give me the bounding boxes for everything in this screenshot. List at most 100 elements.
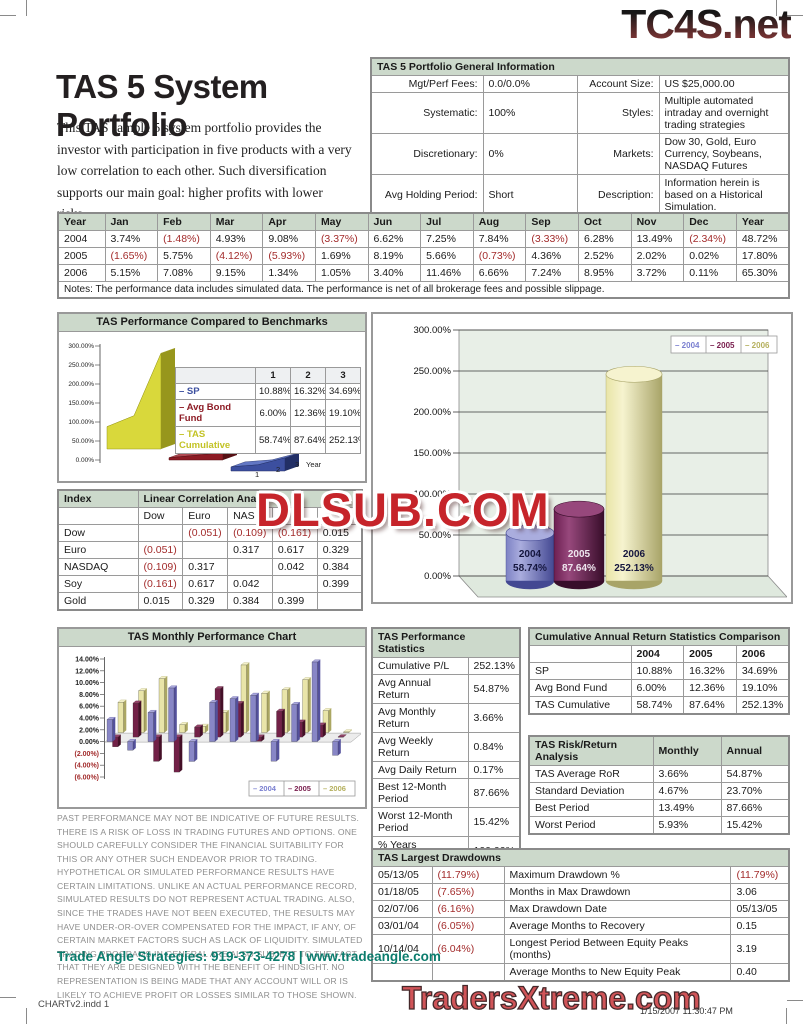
- table-cell: 2006: [57, 264, 106, 282]
- tradersxtreme-logo: TradersXtreme.com: [401, 979, 701, 1016]
- table-cell: TAS Cumulative: [528, 696, 632, 715]
- table-cell: Maximum Drawdown %: [503, 866, 732, 884]
- table-cell: [137, 524, 184, 542]
- bar-side: [328, 708, 332, 733]
- table-cell: 2.02%: [630, 247, 685, 265]
- table-cell: Year: [735, 212, 790, 231]
- bar-value-label: 58.74%: [513, 563, 547, 574]
- table-row: 2005 (1.65%) 5.75% (4.12%) (5.93%) 1.69% 8.19%…: [57, 247, 790, 265]
- table-row: Standard Deviation 4.67% 23.70%: [528, 782, 790, 800]
- bar-side: [185, 722, 188, 733]
- table-cell: 3.66%: [467, 703, 521, 733]
- table-cell: Aug: [472, 212, 527, 231]
- table-row: 2004 2005 2006: [528, 645, 790, 663]
- table-row: Avg Bond Fund 6.00% 12.36% 19.10%: [528, 679, 790, 697]
- table-cell: 1.05%: [314, 264, 369, 282]
- table-cell: Jul: [420, 212, 474, 231]
- table-cell: 12.36%: [683, 679, 737, 697]
- bar-2005-May: [194, 727, 201, 738]
- table-cell: 252.13%: [467, 657, 521, 675]
- bar-side: [164, 676, 168, 733]
- bar-2004-Feb: [127, 741, 134, 751]
- table-cell: 54.87%: [720, 765, 790, 783]
- annual-returns-chart: 300.00% 250.00% 200.00% 150.00% 100.00% 50.00…: [413, 325, 788, 598]
- table-row: TAS Cumulative 58.74% 87.64% 252.13%: [528, 696, 790, 715]
- table-cell: (0.051): [137, 541, 184, 559]
- table-cell: 1.69%: [314, 247, 369, 265]
- table-row: Best Period 13.49% 87.66%: [528, 799, 790, 817]
- table-cell: Jan: [104, 212, 159, 231]
- table-cell: 1: [255, 367, 291, 384]
- table-cell: Dow 30, Gold, Euro Currency, Soybeans, N…: [658, 133, 790, 175]
- table-cell: 6.62%: [367, 230, 422, 248]
- y-axis-label: 4.00%: [79, 716, 100, 723]
- y-axis-label: 100.00%: [413, 489, 451, 500]
- bar-side: [194, 739, 198, 762]
- table-cell: 2004: [57, 230, 106, 248]
- table-row: Gold 0.015 0.329 0.384 0.399: [57, 592, 363, 611]
- table-cell: 3.72%: [630, 264, 685, 282]
- table-cell: [316, 592, 363, 611]
- table-cell: Mgt/Perf Fees:: [370, 75, 484, 93]
- table-cell: Standard Deviation: [528, 782, 654, 800]
- table-row: Average Months to New Equity Peak 0.40: [371, 963, 790, 982]
- table-cell: Worst 12-Month Period: [371, 807, 469, 837]
- crop-mark: [26, 1008, 27, 1024]
- table-cell: US $25,000.00: [658, 75, 790, 93]
- table-cell: 7.24%: [525, 264, 579, 282]
- table-cell: (0.161): [271, 524, 318, 542]
- correlation-title: Linear Correlation Analysis: [137, 489, 363, 508]
- table-notes: Notes: The performance data includes sim…: [57, 281, 790, 299]
- bar-side: [323, 722, 326, 738]
- table-cell: 0.384: [316, 558, 363, 576]
- dlsub-watermark: DLSUB.COM: [256, 483, 550, 536]
- table-cell: Dow: [137, 507, 184, 525]
- monthly-performance-section: Year Jan Feb Mar Apr May Jun Jul Aug Sep Oct Nov Dec…: [57, 212, 790, 299]
- ribbon-front-TAS Cumulative: [106, 353, 162, 450]
- contact-footer: Trade Angle Strategies: 919-373-4278 | w…: [57, 949, 441, 964]
- drawdowns-table: TAS Largest Drawdowns 05/13/05 (11.79%) Ma…: [371, 848, 790, 982]
- table-cell: Feb: [157, 212, 211, 231]
- bar-2006-Mar: [158, 678, 165, 733]
- table-row: Euro (0.051) 0.317 0.617 0.329: [57, 541, 363, 559]
- table-cell: 2005: [57, 247, 106, 265]
- table-cell: 0.17%: [467, 761, 521, 779]
- table-cell: Year: [57, 212, 106, 231]
- disclaimer-text: PAST PERFORMANCE MAY NOT BE INDICATIVE O…: [57, 813, 363, 1000]
- bar-value-label: 252.13%: [614, 563, 654, 574]
- bar-value-label: 87.64%: [562, 563, 596, 574]
- monthly-performance-table: Year Jan Feb Mar Apr May Jun Jul Aug Sep Oct Nov Dec…: [57, 212, 790, 299]
- table-row: Worst 12-Month Period 15.42%: [371, 807, 521, 837]
- table-cell: Multiple automated intraday and overnigh…: [658, 92, 790, 134]
- bar-side: [246, 662, 250, 733]
- table-row: 01/18/05 (7.65%) Months in Max Drawdown 3.0…: [371, 883, 790, 901]
- table-cell: 0.617: [182, 575, 229, 593]
- ribbon-front-Avg Bond Fund: [168, 452, 224, 461]
- table-cell: [528, 645, 632, 663]
- table-cell: 15.42%: [467, 807, 521, 837]
- table-cell: 0.02%: [683, 247, 737, 265]
- table-cell: NASDAQ: [57, 558, 139, 576]
- bar-2004-Jul: [229, 698, 236, 742]
- table-cell: – TAS Cumulative: [175, 426, 256, 454]
- table-row: Avg Weekly Return 0.84%: [371, 732, 521, 762]
- bar-2004-Nov: [311, 661, 318, 742]
- x-axis-label: 2: [276, 465, 280, 474]
- bar-side: [343, 734, 347, 738]
- bar-side: [287, 687, 291, 733]
- table-cell: [271, 507, 318, 525]
- risk-return-section: TAS Risk/Return Analysis Monthly Annual TAS…: [528, 735, 790, 835]
- bar-side: [153, 710, 157, 742]
- bar-side: [144, 688, 147, 733]
- table-cell: 8.95%: [577, 264, 632, 282]
- table-row: 2006 5.15% 7.08% 9.15% 1.34% 1.05% 3.40% 11.46%…: [57, 264, 790, 282]
- table-cell: 3.19: [730, 934, 790, 964]
- table-cell: Sep: [525, 212, 579, 231]
- table-cell: Avg Weekly Return: [371, 732, 469, 762]
- table-row: Soy (0.161) 0.617 0.042 0.399: [57, 575, 363, 593]
- table-row: 03/01/04 (6.05%) Average Months to Recover…: [371, 917, 790, 935]
- bar-side: [133, 739, 136, 751]
